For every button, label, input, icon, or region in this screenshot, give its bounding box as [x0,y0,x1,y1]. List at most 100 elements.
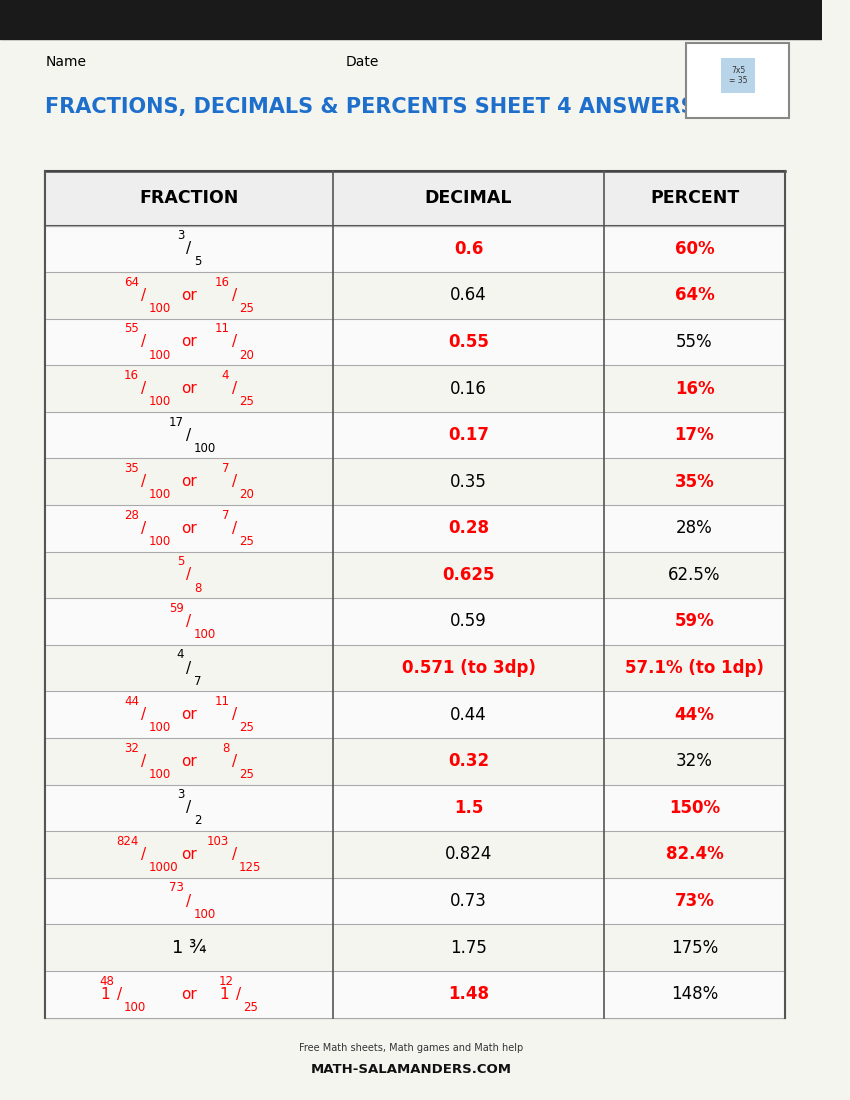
Text: 0.59: 0.59 [450,613,487,630]
Text: /: / [141,381,146,396]
Bar [45,226,785,272]
Text: 100: 100 [149,722,171,735]
Text: 20: 20 [239,488,254,502]
Text: 5: 5 [194,255,201,268]
Bar [45,411,785,459]
Text: /: / [186,661,191,675]
Text: 73%: 73% [675,892,715,910]
Text: Name: Name [45,55,86,69]
Text: /: / [141,754,146,769]
Text: 57.1% (to 1dp): 57.1% (to 1dp) [625,659,764,678]
Text: 0.44: 0.44 [450,706,487,724]
Text: 1.75: 1.75 [450,938,487,957]
Text: 11: 11 [214,322,230,335]
Text: 1: 1 [100,987,115,1002]
Text: MATH-SALAMANDERS.COM: MATH-SALAMANDERS.COM [310,1063,512,1076]
Text: 0.6: 0.6 [454,240,483,257]
Text: 11: 11 [214,695,230,708]
Text: 0.35: 0.35 [450,473,487,491]
Text: 82.4%: 82.4% [666,846,723,864]
Bar [45,971,785,1018]
Text: 0.824: 0.824 [445,846,492,864]
Text: /: / [186,614,191,629]
Text: 55: 55 [124,322,139,335]
Text: 0.16: 0.16 [450,379,487,397]
FancyBboxPatch shape [686,43,789,118]
Text: 32%: 32% [676,752,713,770]
Text: FRACTION: FRACTION [139,189,239,207]
Text: 25: 25 [239,768,254,781]
Text: or: or [181,381,197,396]
Text: 64%: 64% [675,286,714,305]
Text: /: / [232,334,237,350]
Text: 1000: 1000 [149,861,178,875]
Text: 25: 25 [239,535,254,548]
Text: 35%: 35% [675,473,714,491]
Text: 44: 44 [124,695,139,708]
Text: /: / [232,707,237,723]
Text: or: or [181,707,197,723]
Text: 0.55: 0.55 [448,333,489,351]
Text: PERCENT: PERCENT [650,189,740,207]
Text: 7x5
= 35: 7x5 = 35 [728,66,747,86]
Text: 824: 824 [116,835,139,848]
Text: Date: Date [345,55,378,69]
Bar [45,832,785,878]
Text: FRACTIONS, DECIMALS & PERCENTS SHEET 4 ANSWERS: FRACTIONS, DECIMALS & PERCENTS SHEET 4 A… [45,97,696,117]
Text: 1.48: 1.48 [448,986,489,1003]
Text: 150%: 150% [669,799,720,817]
Text: /: / [186,801,191,815]
Text: 32: 32 [124,741,139,755]
Text: 100: 100 [149,302,171,315]
Text: /: / [186,568,191,582]
Text: 7: 7 [194,674,201,688]
Text: /: / [116,987,122,1002]
Text: 25: 25 [239,302,254,315]
Text: 44%: 44% [675,706,715,724]
Text: or: or [181,754,197,769]
Text: /: / [232,520,237,536]
Text: 73: 73 [169,881,184,894]
Text: 64: 64 [124,276,139,289]
Text: or: or [181,847,197,862]
Bar [45,170,785,1018]
Text: /: / [141,288,146,302]
Text: /: / [141,847,146,862]
Text: 175%: 175% [671,938,718,957]
Bar [45,784,785,832]
Text: 100: 100 [149,488,171,502]
Text: 48: 48 [99,975,114,988]
Text: 59%: 59% [675,613,714,630]
Text: 3: 3 [177,789,184,801]
Text: or: or [181,334,197,350]
Text: /: / [186,893,191,909]
Bar [0,0,822,39]
Text: 0.571 (to 3dp): 0.571 (to 3dp) [401,659,536,678]
Bar [45,365,785,411]
Text: 100: 100 [124,1001,146,1014]
Text: /: / [235,987,241,1002]
Bar [45,692,785,738]
Text: /: / [186,241,191,256]
Bar [45,505,785,551]
Text: 20: 20 [239,349,254,362]
Text: Free Math sheets, Math games and Math help: Free Math sheets, Math games and Math he… [299,1043,523,1054]
Text: or: or [181,520,197,536]
Text: or: or [181,474,197,490]
Text: 25: 25 [243,1001,258,1014]
Text: 0.73: 0.73 [450,892,487,910]
Bar [45,459,785,505]
Text: 100: 100 [194,628,216,641]
Bar [45,738,785,784]
Bar [45,170,785,226]
Text: 7: 7 [222,508,230,521]
Text: 28%: 28% [676,519,713,537]
Text: 62.5%: 62.5% [668,565,721,584]
Text: 17%: 17% [675,426,714,444]
Text: /: / [141,474,146,490]
Text: 16: 16 [214,276,230,289]
Text: 3: 3 [177,229,184,242]
Text: 0.32: 0.32 [448,752,489,770]
Text: 0.64: 0.64 [450,286,487,305]
Text: 100: 100 [149,395,171,408]
